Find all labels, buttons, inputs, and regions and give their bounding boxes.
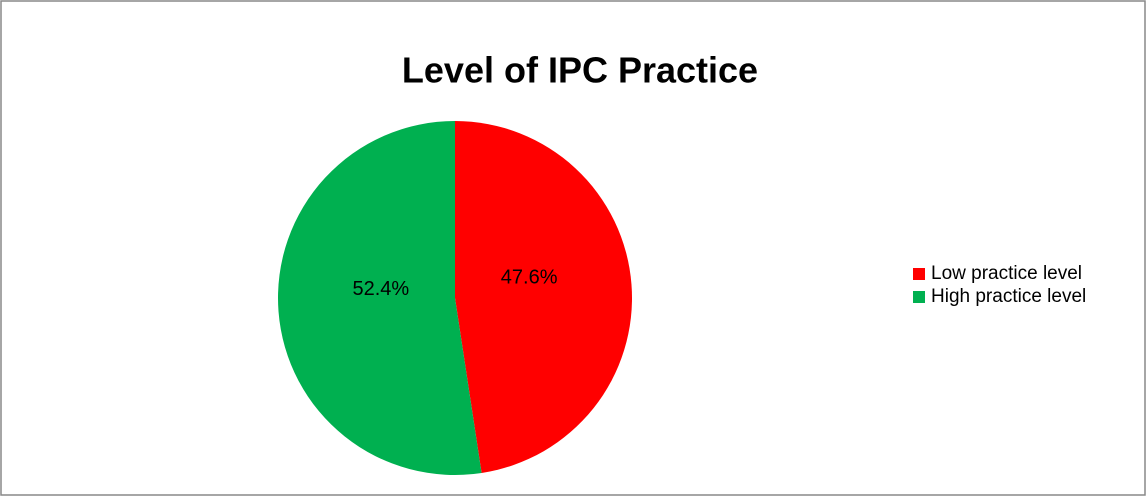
legend-swatch (913, 291, 925, 303)
value-label: 47.6% (501, 267, 558, 289)
legend-swatch (913, 268, 925, 280)
chart-title: Level of IPC Practice (402, 50, 758, 91)
value-label: 52.4% (353, 278, 410, 300)
pie-slice (278, 121, 482, 475)
legend-label: High practice level (931, 286, 1086, 307)
pie-slice (455, 121, 633, 473)
legend-label: Low practice level (931, 263, 1082, 284)
